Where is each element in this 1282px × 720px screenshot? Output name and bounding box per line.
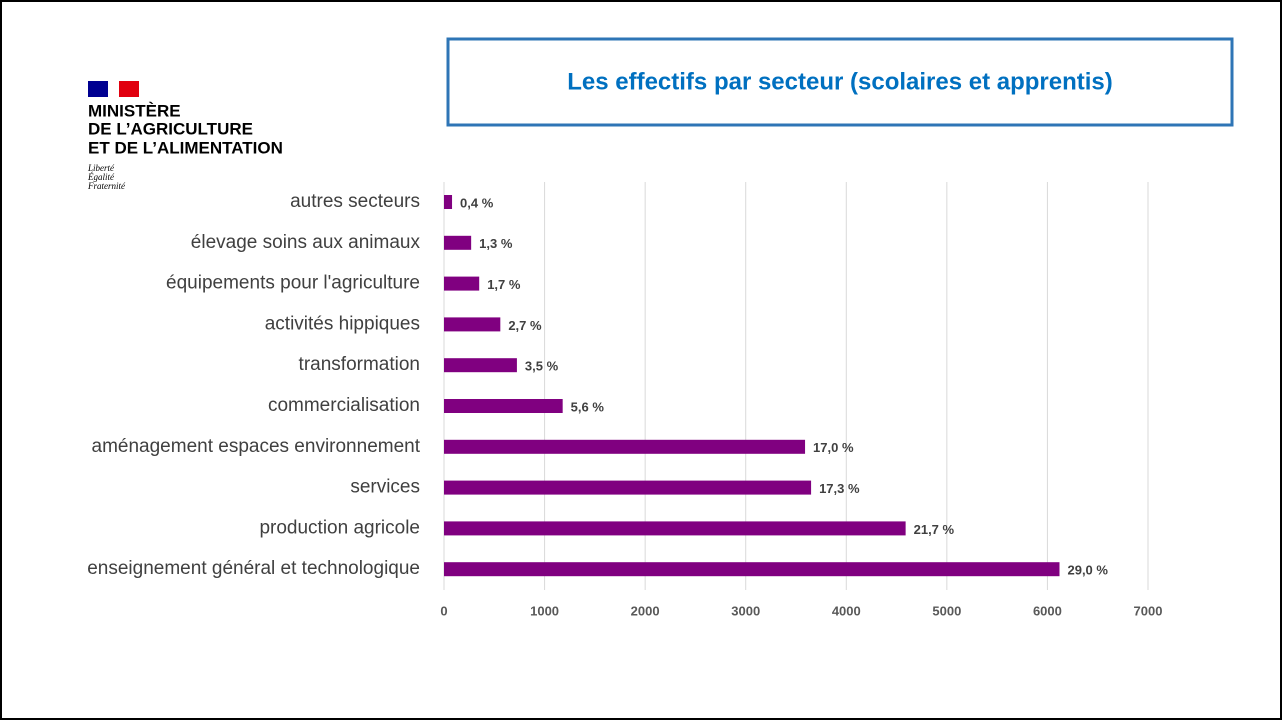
category-label: autres secteurs — [290, 191, 420, 212]
data-label: 5,6 % — [571, 399, 605, 414]
x-tick-label: 5000 — [932, 603, 961, 618]
motto: Égalité — [87, 172, 115, 182]
title-box — [446, 37, 1234, 127]
x-tick-label: 3000 — [731, 603, 760, 618]
category-label: enseignement général et technologique — [87, 558, 420, 579]
bar — [444, 358, 517, 373]
chart-title: Les effectifs par secteur (scolaires et … — [567, 68, 1113, 95]
bar — [444, 480, 812, 495]
data-label: 21,7 % — [914, 522, 955, 537]
x-tick-label: 4000 — [832, 603, 861, 618]
motto: Liberté — [87, 163, 115, 173]
data-label: 0,4 % — [460, 195, 494, 210]
logo-line: MINISTÈRE — [88, 101, 181, 120]
data-label: 29,0 % — [1067, 563, 1108, 578]
bar — [444, 235, 472, 250]
data-label: 17,3 % — [819, 481, 860, 496]
logo-line: DE L’AGRICULTURE — [88, 119, 253, 138]
bar — [444, 317, 501, 332]
category-label: équipements pour l'agriculture — [166, 273, 420, 294]
category-label: services — [350, 477, 420, 498]
motto: Fraternité — [87, 181, 126, 191]
bar — [444, 562, 1060, 577]
category-label: production agricole — [259, 517, 420, 538]
x-tick-label: 6000 — [1033, 603, 1062, 618]
bar — [444, 521, 906, 536]
data-label: 1,3 % — [479, 236, 513, 251]
x-tick-label: 2000 — [631, 603, 660, 618]
x-tick-label: 0 — [440, 603, 447, 618]
x-tick-label: 1000 — [530, 603, 559, 618]
data-label: 3,5 % — [525, 359, 559, 374]
category-label: activités hippiques — [265, 313, 420, 334]
logo: MINISTÈRE DE L’AGRICULTURE ET DE L’ALIME… — [87, 81, 283, 191]
category-label: commercialisation — [268, 395, 420, 416]
bar — [444, 195, 453, 209]
data-label: 17,0 % — [813, 440, 854, 455]
flag-blue — [88, 81, 108, 97]
category-label: élevage soins aux animaux — [191, 232, 421, 253]
x-tick-label: 7000 — [1134, 603, 1163, 618]
data-label: 2,7 % — [508, 318, 542, 333]
flag-white — [108, 81, 119, 97]
category-label: transformation — [299, 354, 420, 375]
bar — [444, 276, 480, 291]
bar — [444, 399, 563, 413]
category-label: aménagement espaces environnement — [92, 436, 421, 457]
bar — [444, 439, 806, 454]
logo-line: ET DE L’ALIMENTATION — [88, 138, 283, 157]
flag-red — [119, 81, 139, 97]
data-label: 1,7 % — [487, 277, 521, 292]
